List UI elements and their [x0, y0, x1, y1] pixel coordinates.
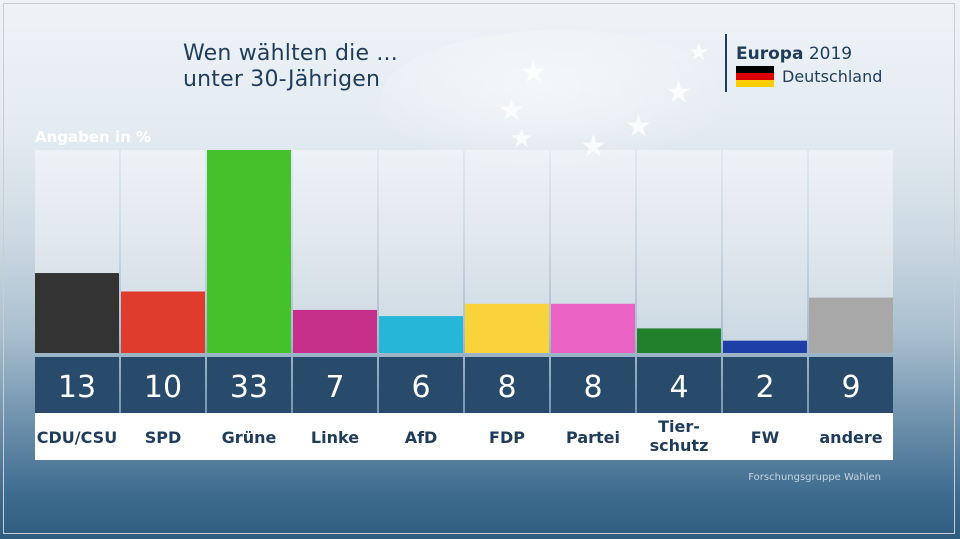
data-label: 6	[411, 370, 430, 405]
category-label-line: andere	[819, 428, 882, 447]
value-box	[121, 357, 205, 413]
category-label-line: CDU/CSU	[37, 428, 117, 447]
bar	[35, 273, 119, 353]
brand-separator	[725, 34, 727, 92]
bar	[637, 328, 721, 353]
bar	[465, 303, 549, 353]
brand-year: 2019	[808, 44, 853, 64]
source-credit: Forschungsgruppe Wahlen	[748, 472, 881, 483]
bar	[293, 309, 377, 353]
category-label: SPD	[145, 428, 182, 447]
value-box	[465, 357, 549, 413]
value-box	[379, 357, 463, 413]
bar-background	[723, 150, 807, 353]
chart-title-line1: Wen wählten die ...	[183, 41, 398, 66]
star-icon: ★	[510, 124, 534, 154]
category-label-line: AfD	[405, 428, 438, 447]
category-label-line: Tier-	[658, 417, 700, 436]
bar	[723, 340, 807, 353]
star-icon: ★	[688, 38, 710, 66]
flag-stripe	[736, 80, 774, 87]
category-label-line: schutz	[650, 436, 709, 455]
german-flag-icon	[736, 66, 774, 87]
category-label-line: Grüne	[222, 428, 277, 447]
europe-map-decoration	[380, 30, 740, 170]
bar-background	[637, 150, 721, 353]
chart-title: Wen wählten die ... unter 30-Jährigen	[183, 41, 398, 93]
brand-heading: Europa 2019	[736, 44, 882, 64]
value-box	[809, 357, 893, 413]
category-label: Partei	[566, 428, 620, 447]
category-label-line: Partei	[566, 428, 620, 447]
category-label: Grüne	[222, 428, 277, 447]
value-box	[293, 357, 377, 413]
data-label: 9	[841, 370, 860, 405]
category-label: FW	[751, 428, 780, 447]
flag-stripe	[736, 66, 774, 73]
brand-country-row: Deutschland	[736, 66, 882, 87]
category-label-line: FDP	[489, 428, 525, 447]
category-label-line: Linke	[311, 428, 359, 447]
flag-stripe	[736, 73, 774, 80]
bar	[551, 303, 635, 353]
value-box	[723, 357, 807, 413]
brand-country: Deutschland	[782, 67, 883, 86]
data-label: 8	[583, 370, 602, 405]
star-icon: ★	[580, 129, 607, 164]
category-label-line: SPD	[145, 428, 182, 447]
data-label: 4	[669, 370, 688, 405]
star-icon: ★	[665, 75, 692, 110]
category-label-strip	[35, 413, 893, 460]
value-box	[637, 357, 721, 413]
bar	[207, 150, 291, 353]
chart-title-line2: unter 30-Jährigen	[183, 67, 381, 92]
category-label: Tier-schutz	[650, 417, 709, 455]
category-label: Linke	[311, 428, 359, 447]
category-label: CDU/CSU	[37, 428, 117, 447]
star-icon: ★	[520, 55, 547, 90]
category-label: FDP	[489, 428, 525, 447]
star-icon: ★	[625, 109, 652, 144]
brand-block: Europa 2019 Deutschland	[736, 44, 882, 87]
category-label-line: FW	[751, 428, 780, 447]
data-label: 8	[497, 370, 516, 405]
data-label: 7	[325, 370, 344, 405]
data-label: 10	[144, 370, 182, 405]
data-label: 33	[230, 370, 268, 405]
data-label: 2	[755, 370, 774, 405]
star-icon: ★	[498, 93, 525, 128]
brand-name: Europa	[736, 44, 804, 64]
value-box	[207, 357, 291, 413]
unit-label: Angaben in %	[35, 128, 152, 146]
data-label: 13	[58, 370, 96, 405]
bar	[379, 316, 463, 353]
value-box	[551, 357, 635, 413]
category-label: andere	[819, 428, 882, 447]
bar	[809, 297, 893, 353]
value-box	[35, 357, 119, 413]
bar	[121, 291, 205, 353]
category-label: AfD	[405, 428, 438, 447]
